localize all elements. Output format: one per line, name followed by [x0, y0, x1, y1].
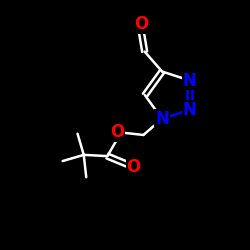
- Text: N: N: [183, 101, 197, 119]
- Text: O: O: [126, 158, 140, 176]
- Text: N: N: [155, 110, 169, 128]
- Text: O: O: [134, 15, 148, 33]
- Text: N: N: [183, 72, 197, 90]
- Text: O: O: [110, 124, 124, 142]
